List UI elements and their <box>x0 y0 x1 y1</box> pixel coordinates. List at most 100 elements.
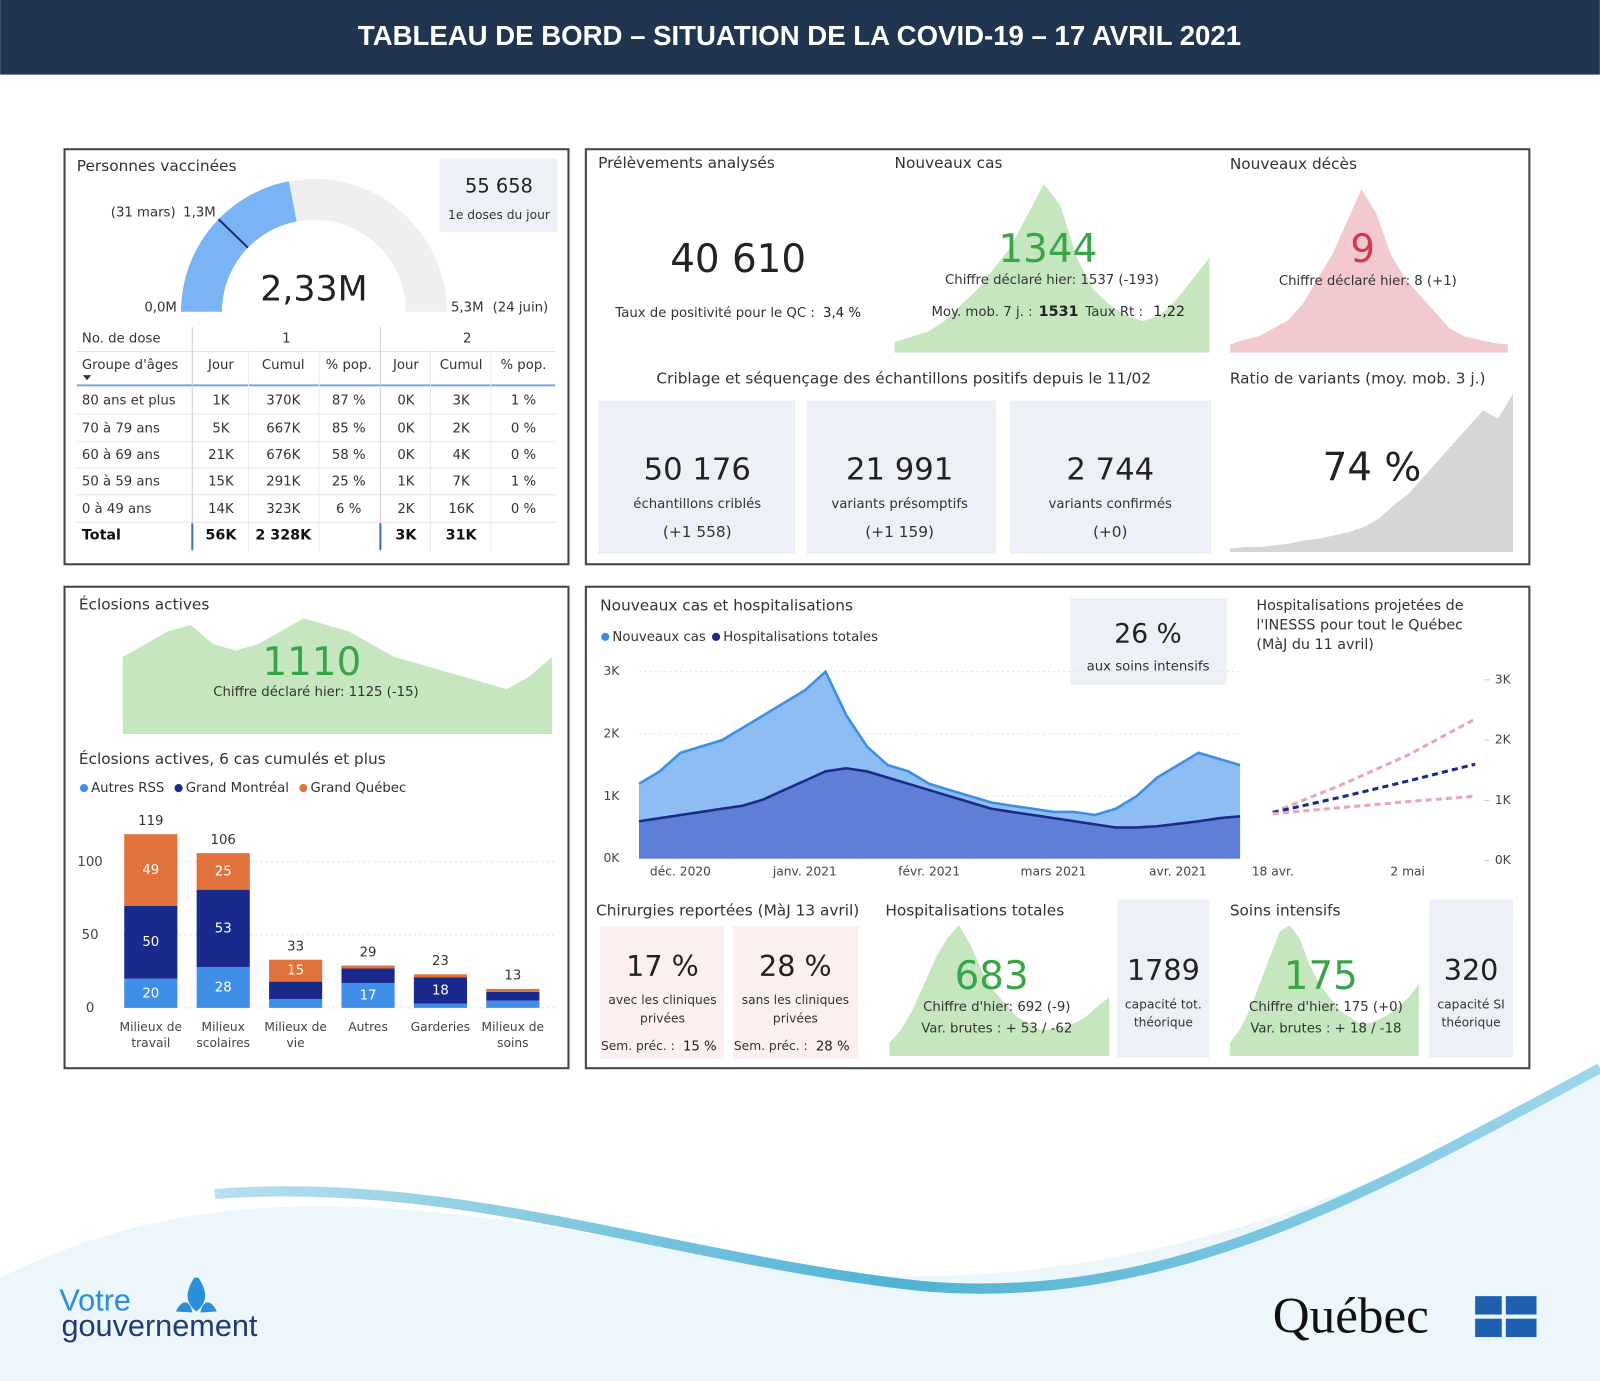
value-label: 25 <box>215 864 232 879</box>
label: Var. brutes : + 18 / -18 <box>1250 1021 1401 1036</box>
table-cell: 15K <box>208 474 234 489</box>
chart-title: (MàJ du 11 avril) <box>1256 637 1373 653</box>
x-tick-label: déc. 2020 <box>650 864 711 878</box>
sparkline-area <box>122 618 553 734</box>
value-label: 20 <box>142 986 159 1001</box>
table-cell: 291K <box>266 474 300 489</box>
table-cell: 50 à 59 ans <box>82 473 160 489</box>
y-tick-label: 1K <box>603 789 620 803</box>
label: Taux de positivité pour le QC : <box>614 305 815 321</box>
bar-segment <box>196 889 250 968</box>
x-tick-label: 2 mai <box>1390 864 1425 878</box>
table-cell: 80 ans et plus <box>82 394 176 409</box>
kpi-value: 40 610 <box>670 237 806 282</box>
label: capacité SI <box>1437 997 1504 1011</box>
y-tick-label: 100 <box>77 855 102 870</box>
panel-title: Nouveaux cas <box>895 154 1003 172</box>
kpi-value: 2 744 <box>1066 453 1154 488</box>
kpi-value: 17 % <box>626 949 699 983</box>
gauge-fill <box>181 181 297 312</box>
table-cell: 370K <box>266 394 300 409</box>
label: (+1 159) <box>865 523 934 541</box>
panel-title: Nouveaux décès <box>1230 155 1357 173</box>
flag-part <box>1505 1296 1537 1315</box>
gauge-min: 0,0M <box>144 301 177 316</box>
value-label: 50 <box>142 935 159 950</box>
table-cell: 58 % <box>332 448 366 463</box>
label: 28 % <box>816 1040 850 1055</box>
label: variants confirmés <box>1049 496 1172 512</box>
footer-wave-line <box>214 1063 1600 1294</box>
table-cell: 0K <box>397 448 414 463</box>
y-tick-label: 0K <box>1495 853 1512 867</box>
kpi-value: 9 <box>1350 227 1375 272</box>
legend-label: Nouveaux cas <box>612 630 705 645</box>
x-tick-label: avr. 2021 <box>1149 864 1207 878</box>
area <box>639 768 1241 859</box>
bar-segment <box>486 1000 540 1008</box>
table-cell: 0 % <box>511 502 536 517</box>
label: 2 <box>463 331 471 346</box>
label: privées <box>640 1012 685 1026</box>
y-tick-label: 0K <box>603 851 620 865</box>
sparkline-area <box>889 925 1110 1056</box>
logo-text: Votre <box>59 1283 131 1317</box>
line <box>638 766 1241 829</box>
y-tick-label: 2K <box>603 727 620 741</box>
column-header: Jour <box>207 358 234 373</box>
legend-dot <box>299 784 308 793</box>
sparkline-area <box>1229 189 1508 353</box>
logo-icon <box>175 1277 217 1313</box>
kpi-value: 28 % <box>759 949 832 983</box>
legend-dot <box>174 784 183 793</box>
cards <box>439 158 1513 1060</box>
kpi-value: 1789 <box>1127 953 1200 987</box>
panel-title: Éclosions actives <box>79 595 210 614</box>
x-tick-label: soins <box>497 1036 528 1050</box>
total-label: 33 <box>287 939 304 954</box>
x-tick-label: Autres <box>348 1020 388 1034</box>
x-tick-label: févr. 2021 <box>898 864 960 878</box>
gauge-value: 2,33M <box>260 269 367 309</box>
bar-segment <box>124 978 178 1008</box>
bar-segment <box>341 965 395 969</box>
chart-title: Nouveaux cas et hospitalisations <box>600 597 853 615</box>
bar-segment <box>486 991 540 1001</box>
y-tick-label: 3K <box>1495 672 1512 686</box>
label: (+0) <box>1093 523 1128 541</box>
flag-part <box>1475 1318 1502 1338</box>
x-tick-label: janv. 2021 <box>772 864 837 878</box>
bar-segment <box>413 977 468 1004</box>
table-cell: 5K <box>212 421 229 436</box>
total-label: 29 <box>360 945 377 960</box>
gauge-marker-label: 1,3M <box>183 206 216 221</box>
card <box>1070 597 1227 685</box>
kpi-value: 1344 <box>998 227 1097 272</box>
kpi-value: 50 176 <box>644 453 751 488</box>
panel-title: Prélèvements analysés <box>598 154 775 172</box>
label: Taux Rt : <box>1084 305 1143 320</box>
x-tick-label: scolaires <box>196 1036 250 1050</box>
bar-segment <box>486 988 540 992</box>
column-header: Groupe d'âges <box>82 357 179 373</box>
panel-title: Hospitalisations totales <box>885 901 1064 919</box>
kpi-value: 320 <box>1444 953 1499 987</box>
kpi-value: 175 <box>1284 954 1358 999</box>
table-cell: 667K <box>266 421 300 436</box>
card <box>600 926 724 1060</box>
legend-dot <box>79 784 89 793</box>
label: théorique <box>1134 1016 1193 1030</box>
x-tick-label: Milieux <box>202 1020 245 1034</box>
table-cell: 676K <box>266 448 300 463</box>
flag-part <box>1475 1296 1502 1315</box>
card <box>1117 899 1210 1058</box>
chart-title: Hospitalisations projetées de <box>1256 598 1463 614</box>
total-label: 23 <box>432 954 449 969</box>
table-cell: 14K <box>208 502 234 517</box>
y-tick-label: 2K <box>1495 733 1512 747</box>
gauge-date: (31 mars) <box>111 206 176 221</box>
label: Var. brutes : + 53 / -62 <box>921 1021 1072 1036</box>
label: aux soins intensifs <box>1087 659 1210 674</box>
y-tick-label: 50 <box>82 928 99 943</box>
label: Chiffre d'hier: 175 (+0) <box>1249 1000 1403 1015</box>
